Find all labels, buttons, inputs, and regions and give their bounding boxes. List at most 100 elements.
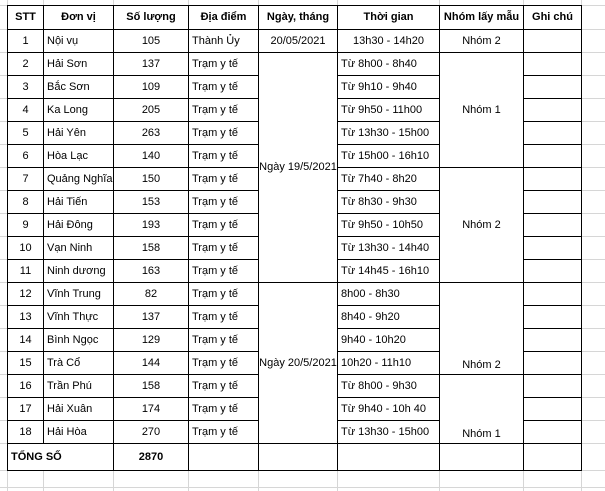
cell-place[interactable]: Trạm y tế: [189, 352, 259, 375]
cell-time[interactable]: Từ 14h45 - 16h10: [338, 260, 440, 283]
total-quantity[interactable]: 2870: [114, 444, 189, 471]
cell-time[interactable]: 9h40 - 10h20: [338, 329, 440, 352]
cell-stt[interactable]: 8: [8, 191, 44, 214]
cell-group[interactable]: Nhóm 2: [440, 30, 524, 53]
cell-time[interactable]: Từ 9h40 - 10h 40: [338, 398, 440, 421]
cell-group[interactable]: Nhóm 1: [440, 53, 524, 168]
cell-quantity[interactable]: 205: [114, 99, 189, 122]
cell-unit[interactable]: Trần Phú: [44, 375, 114, 398]
cell-unit[interactable]: Hải Yên: [44, 122, 114, 145]
cell-date[interactable]: Ngày 20/5/2021: [259, 283, 338, 444]
cell-note[interactable]: [524, 168, 582, 191]
cell-place[interactable]: Trạm y tế: [189, 145, 259, 168]
cell-note[interactable]: [524, 145, 582, 168]
cell-note[interactable]: [524, 30, 582, 53]
cell-stt[interactable]: 5: [8, 122, 44, 145]
cell-unit[interactable]: Trà Cổ: [44, 352, 114, 375]
cell-quantity[interactable]: 129: [114, 329, 189, 352]
cell-stt[interactable]: 11: [8, 260, 44, 283]
cell-quantity[interactable]: 105: [114, 30, 189, 53]
cell-date[interactable]: Ngày 19/5/2021: [259, 53, 338, 283]
cell-quantity[interactable]: 137: [114, 53, 189, 76]
total-label[interactable]: TỔNG SỐ: [8, 444, 114, 471]
cell-date[interactable]: 20/05/2021: [259, 30, 338, 53]
cell-unit[interactable]: Hải Xuân: [44, 398, 114, 421]
cell-note[interactable]: [524, 237, 582, 260]
cell-place[interactable]: Trạm y tế: [189, 421, 259, 444]
total-empty-group[interactable]: [440, 444, 524, 471]
header-date[interactable]: Ngày, tháng: [259, 6, 338, 30]
cell-unit[interactable]: Nội vụ: [44, 30, 114, 53]
cell-note[interactable]: [524, 352, 582, 375]
cell-note[interactable]: [524, 214, 582, 237]
cell-quantity[interactable]: 144: [114, 352, 189, 375]
cell-note[interactable]: [524, 421, 582, 444]
header-stt[interactable]: STT: [8, 6, 44, 30]
cell-time[interactable]: Từ 13h30 - 14h40: [338, 237, 440, 260]
header-unit[interactable]: Đơn vị: [44, 6, 114, 30]
cell-stt[interactable]: 10: [8, 237, 44, 260]
cell-quantity[interactable]: 153: [114, 191, 189, 214]
cell-note[interactable]: [524, 99, 582, 122]
cell-quantity[interactable]: 158: [114, 375, 189, 398]
cell-unit[interactable]: Vĩnh Trung: [44, 283, 114, 306]
cell-unit[interactable]: Bắc Sơn: [44, 76, 114, 99]
cell-note[interactable]: [524, 122, 582, 145]
cell-time[interactable]: Từ 13h30 - 15h00: [338, 421, 440, 444]
cell-place[interactable]: Trạm y tế: [189, 99, 259, 122]
cell-quantity[interactable]: 163: [114, 260, 189, 283]
cell-quantity[interactable]: 174: [114, 398, 189, 421]
cell-place[interactable]: Trạm y tế: [189, 237, 259, 260]
cell-quantity[interactable]: 82: [114, 283, 189, 306]
cell-place[interactable]: Trạm y tế: [189, 76, 259, 99]
header-note[interactable]: Ghi chú: [524, 6, 582, 30]
cell-unit[interactable]: Hải Hòa: [44, 421, 114, 444]
cell-note[interactable]: [524, 306, 582, 329]
total-empty-date[interactable]: [259, 444, 338, 471]
cell-stt[interactable]: 9: [8, 214, 44, 237]
cell-time[interactable]: Từ 8h30 - 9h30: [338, 191, 440, 214]
cell-unit[interactable]: Hải Tiến: [44, 191, 114, 214]
cell-time[interactable]: 10h20 - 11h10: [338, 352, 440, 375]
cell-place[interactable]: Trạm y tế: [189, 214, 259, 237]
cell-stt[interactable]: 6: [8, 145, 44, 168]
cell-stt[interactable]: 14: [8, 329, 44, 352]
cell-place[interactable]: Thành Ủy: [189, 30, 259, 53]
cell-note[interactable]: [524, 53, 582, 76]
cell-quantity[interactable]: 158: [114, 237, 189, 260]
header-quantity[interactable]: Số lượng: [114, 6, 189, 30]
header-place[interactable]: Địa điểm: [189, 6, 259, 30]
cell-time[interactable]: Từ 15h00 - 16h10: [338, 145, 440, 168]
cell-quantity[interactable]: 193: [114, 214, 189, 237]
cell-note[interactable]: [524, 375, 582, 398]
cell-quantity[interactable]: 263: [114, 122, 189, 145]
cell-place[interactable]: Trạm y tế: [189, 191, 259, 214]
cell-time[interactable]: Từ 8h00 - 8h40: [338, 53, 440, 76]
cell-place[interactable]: Trạm y tế: [189, 329, 259, 352]
cell-unit[interactable]: Hòa Lạc: [44, 145, 114, 168]
cell-place[interactable]: Trạm y tế: [189, 122, 259, 145]
cell-place[interactable]: Trạm y tế: [189, 283, 259, 306]
total-empty-time[interactable]: [338, 444, 440, 471]
cell-place[interactable]: Trạm y tế: [189, 375, 259, 398]
cell-quantity[interactable]: 109: [114, 76, 189, 99]
cell-group[interactable]: Nhóm 2: [440, 283, 524, 375]
header-time[interactable]: Thời gian: [338, 6, 440, 30]
cell-stt[interactable]: 2: [8, 53, 44, 76]
cell-quantity[interactable]: 150: [114, 168, 189, 191]
cell-quantity[interactable]: 137: [114, 306, 189, 329]
cell-stt[interactable]: 13: [8, 306, 44, 329]
cell-unit[interactable]: Bình Ngọc: [44, 329, 114, 352]
cell-unit[interactable]: Hải Sơn: [44, 53, 114, 76]
cell-quantity[interactable]: 140: [114, 145, 189, 168]
cell-group[interactable]: Nhóm 2: [440, 168, 524, 283]
cell-stt[interactable]: 1: [8, 30, 44, 53]
cell-stt[interactable]: 18: [8, 421, 44, 444]
cell-unit[interactable]: Quảng Nghĩa: [44, 168, 114, 191]
header-sample-group[interactable]: Nhóm lấy mẫu: [440, 6, 524, 30]
total-empty-place[interactable]: [189, 444, 259, 471]
cell-place[interactable]: Trạm y tế: [189, 306, 259, 329]
cell-unit[interactable]: Ka Long: [44, 99, 114, 122]
cell-note[interactable]: [524, 329, 582, 352]
cell-note[interactable]: [524, 191, 582, 214]
